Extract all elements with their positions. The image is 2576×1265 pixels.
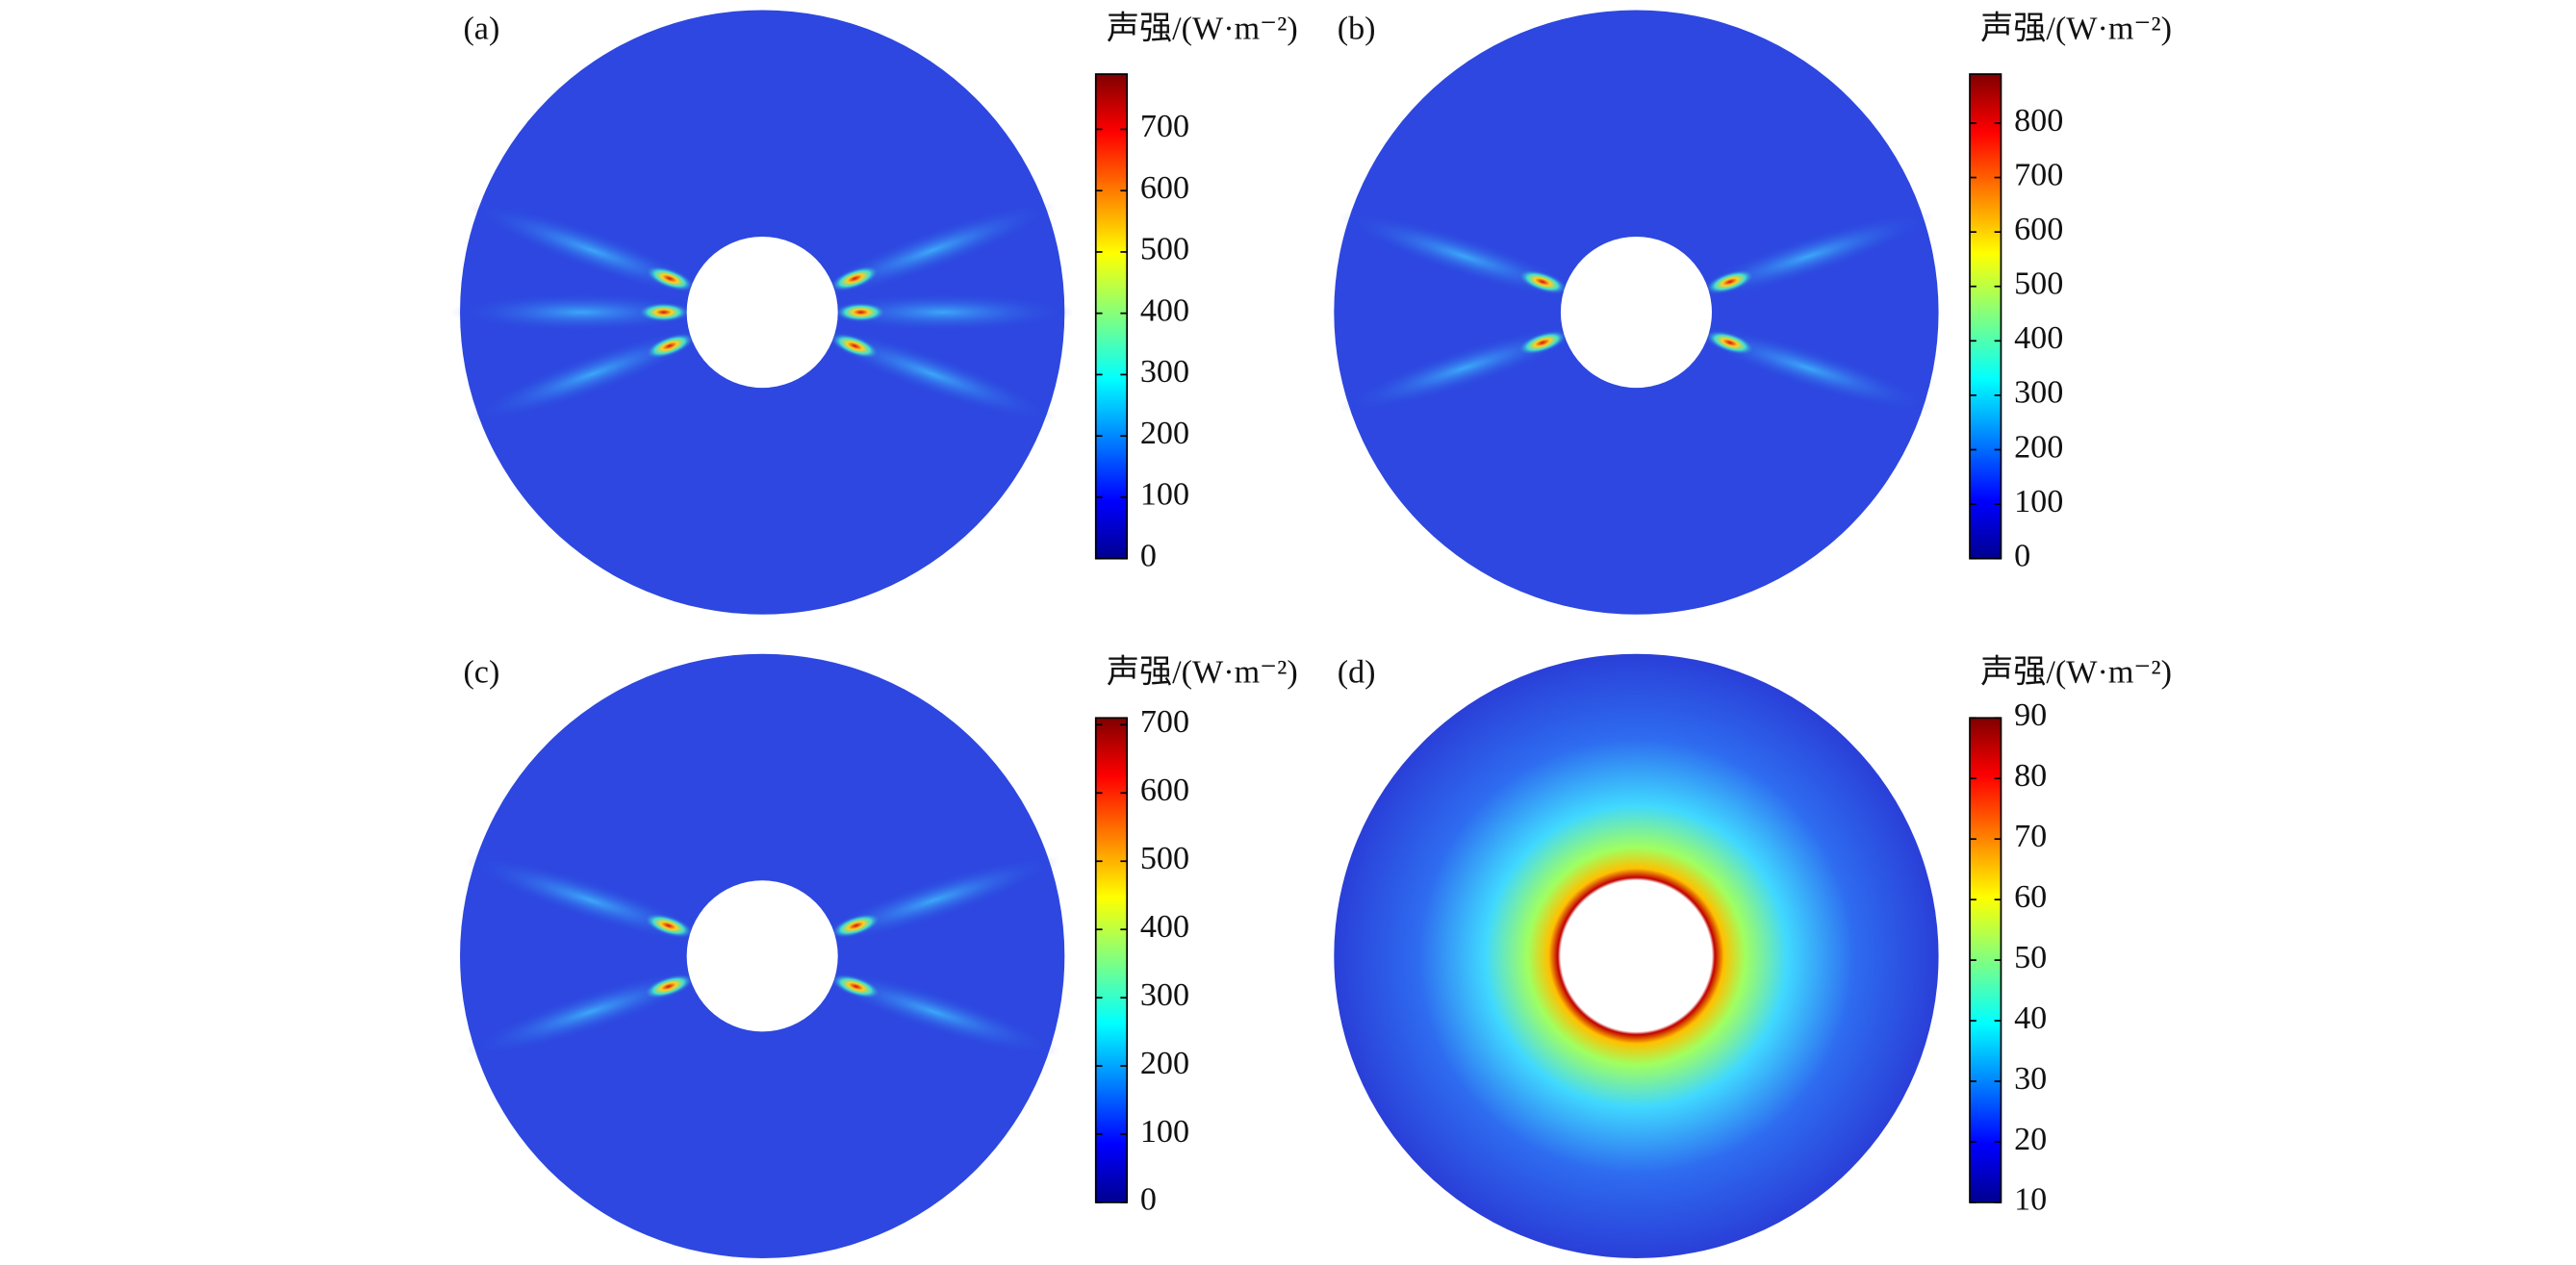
- colorbar-tick-label: 200: [1140, 1046, 1189, 1081]
- colorbar-title: 声强/(W·m⁻²): [1980, 654, 2172, 691]
- colorbar-tick-label: 30: [2014, 1061, 2047, 1097]
- colorbar-tick-label: 500: [1140, 841, 1189, 876]
- colorbar-tick-label: 400: [1140, 292, 1189, 328]
- colorbar-tick-label: 700: [2014, 157, 2063, 192]
- hotspot: [1517, 269, 1569, 294]
- colorbar-tick-label: 70: [2014, 819, 2047, 854]
- colorbar-tick-label: 300: [1140, 977, 1189, 1013]
- panel: (a) 声强/(W·m⁻²) 0 100 200 300 400 500 600 700: [449, 10, 1298, 615]
- colorbar-tick-label: 90: [2014, 697, 2047, 733]
- colorbar-tick-label: 40: [2014, 1000, 2047, 1036]
- colorbar-title: 声强/(W·m⁻²): [1980, 10, 2172, 46]
- panel: (c) 声强/(W·m⁻²) 0 100 200 300 400 500 600 700: [460, 653, 1298, 1258]
- colorbar-tick-label: 80: [2014, 758, 2047, 794]
- colorbar-tick-label: 200: [2014, 429, 2063, 465]
- colorbar-tick-label: 100: [1140, 1114, 1189, 1150]
- colorbar-tick-label: 400: [2014, 320, 2063, 356]
- hole: [1560, 880, 1712, 1032]
- hotspot: [830, 974, 881, 999]
- colorbar-tick-label: 500: [2014, 266, 2063, 302]
- hotspot: [637, 302, 691, 322]
- hotspot: [834, 302, 887, 322]
- panel-label: (d): [1338, 655, 1376, 691]
- panel: (b) 声强/(W·m⁻²) 0 100 200 300 400 500 600 700 800: [1334, 10, 2172, 615]
- colorbar-tick-label: 100: [1140, 477, 1189, 513]
- colorbar-title: 声强/(W·m⁻²): [1107, 10, 1298, 46]
- colorbar-tick-label: 0: [1140, 539, 1157, 574]
- colorbar-tick-label: 600: [2014, 212, 2063, 247]
- colorbar-tick-label: 300: [2014, 375, 2063, 411]
- colorbar-tick-label: 0: [2014, 539, 2030, 574]
- colorbar-tick-label: 0: [1140, 1182, 1157, 1218]
- colorbar-tick-label: 700: [1140, 704, 1189, 740]
- hole: [686, 237, 838, 389]
- hotspot: [645, 333, 695, 360]
- hotspot: [830, 913, 881, 939]
- beam: [449, 292, 713, 333]
- panel-label: (c): [463, 655, 499, 691]
- colorbar: [1094, 717, 1129, 1203]
- hotspot: [645, 266, 695, 291]
- panel: (d) 声强/(W·m⁻²) 10 20 30 40 50 60 70 80 90: [1334, 653, 2172, 1258]
- hotspot: [829, 266, 880, 291]
- hotspot: [643, 913, 694, 939]
- colorbar-tick-label: 800: [2014, 103, 2063, 139]
- beam: [811, 292, 1075, 333]
- colorbar-tick-label: 100: [2014, 484, 2063, 519]
- colorbar-tick-label: 20: [2014, 1122, 2047, 1157]
- panel-label: (b): [1338, 11, 1376, 46]
- colorbar-tick-label: 200: [1140, 416, 1189, 451]
- hotspot: [643, 974, 694, 999]
- colorbar-tick-label: 600: [1140, 772, 1189, 808]
- panel-label: (a): [463, 11, 499, 46]
- hotspot: [1517, 330, 1569, 356]
- hotspot: [829, 333, 880, 360]
- colorbar-tick-label: 600: [1140, 170, 1189, 206]
- hotspot: [1704, 269, 1756, 294]
- colorbar-tick-label: 60: [2014, 879, 2047, 915]
- colorbar-title: 声强/(W·m⁻²): [1107, 654, 1298, 691]
- colorbar-tick-label: 400: [1140, 909, 1189, 945]
- hotspot: [1704, 330, 1756, 356]
- hole: [1560, 237, 1712, 389]
- colorbar: [1969, 73, 2002, 560]
- colorbar-tick-label: 500: [1140, 232, 1189, 267]
- colorbar-tick-label: 700: [1140, 109, 1189, 144]
- colorbar-tick-label: 10: [2014, 1182, 2047, 1218]
- colorbar-tick-label: 300: [1140, 354, 1189, 390]
- hole: [686, 880, 838, 1032]
- colorbar-tick-label: 50: [2014, 940, 2047, 975]
- colorbar: [1094, 73, 1129, 560]
